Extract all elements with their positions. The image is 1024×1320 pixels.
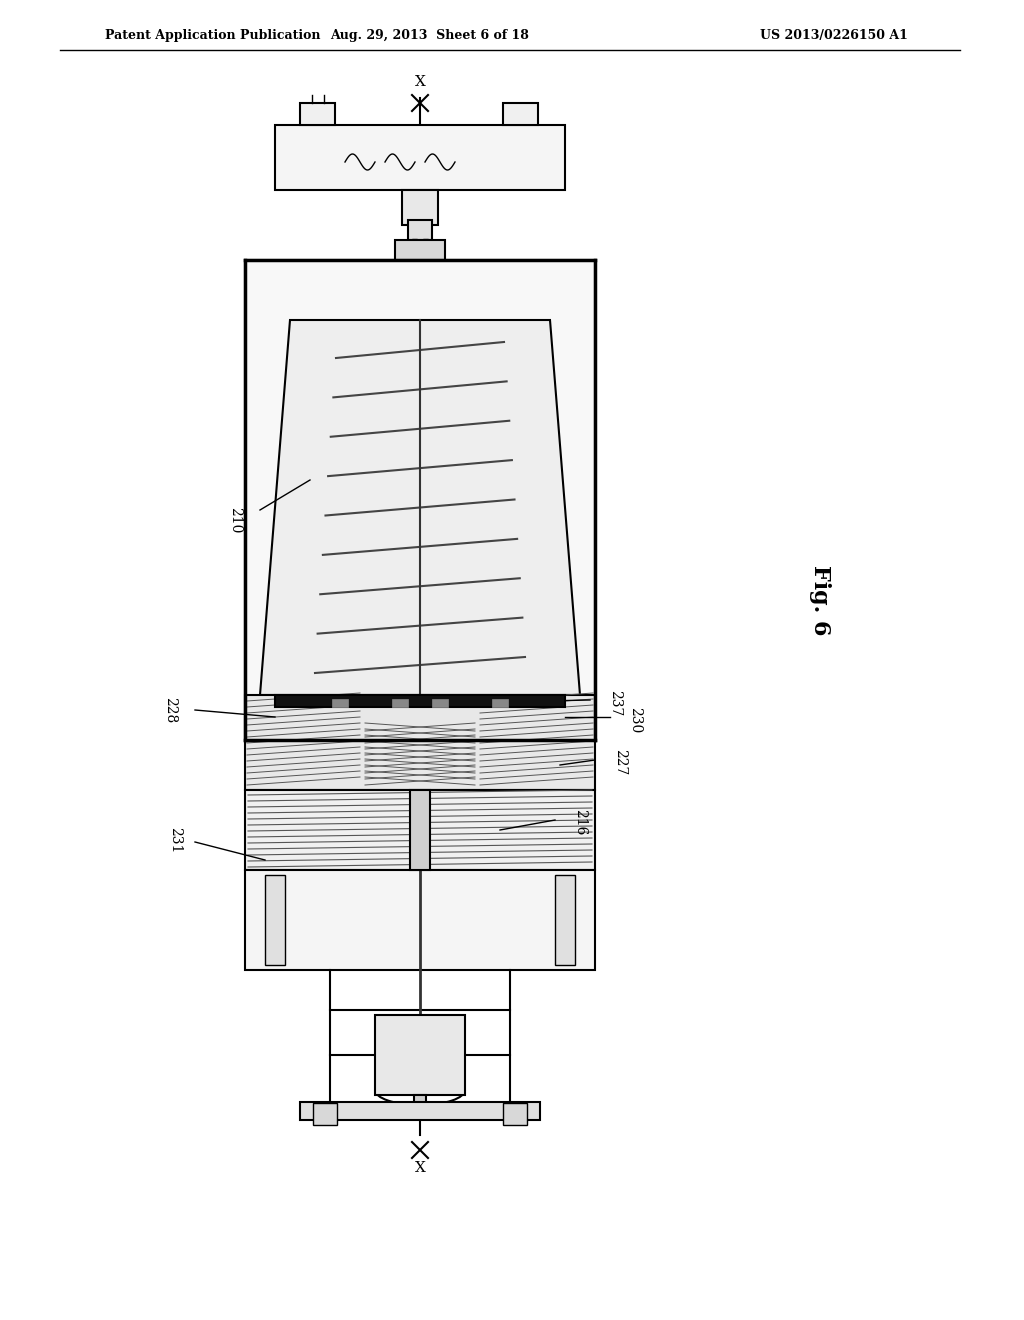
- Text: US 2013/0226150 A1: US 2013/0226150 A1: [760, 29, 908, 41]
- Bar: [395, 240, 445, 260]
- Text: X: X: [415, 1162, 425, 1175]
- Text: 227: 227: [613, 748, 627, 775]
- Bar: [432, 700, 449, 708]
- Text: 210: 210: [228, 507, 242, 533]
- Text: X: X: [415, 75, 425, 88]
- Text: Fig. 6: Fig. 6: [809, 565, 831, 635]
- Bar: [275, 125, 565, 190]
- Bar: [410, 789, 430, 870]
- Bar: [245, 870, 595, 970]
- Polygon shape: [260, 319, 580, 696]
- Bar: [275, 696, 565, 708]
- Bar: [245, 789, 595, 870]
- Text: 228: 228: [163, 697, 177, 723]
- Bar: [408, 220, 432, 240]
- Bar: [375, 1015, 465, 1096]
- Bar: [503, 103, 538, 125]
- Text: 216: 216: [573, 809, 587, 836]
- Bar: [392, 700, 408, 708]
- Text: 230: 230: [628, 708, 642, 733]
- Bar: [412, 239, 417, 247]
- Text: Aug. 29, 2013  Sheet 6 of 18: Aug. 29, 2013 Sheet 6 of 18: [331, 29, 529, 41]
- Bar: [300, 1102, 540, 1119]
- Bar: [555, 875, 575, 965]
- Bar: [492, 700, 508, 708]
- Bar: [414, 1096, 426, 1110]
- Text: 231: 231: [168, 826, 182, 853]
- Bar: [313, 1104, 337, 1125]
- Text: Patent Application Publication: Patent Application Publication: [105, 29, 321, 41]
- Text: 237: 237: [608, 690, 622, 717]
- Bar: [300, 103, 335, 125]
- Bar: [402, 190, 438, 224]
- Bar: [332, 700, 348, 708]
- Bar: [245, 696, 595, 789]
- Bar: [503, 1104, 527, 1125]
- Bar: [245, 260, 595, 741]
- Bar: [423, 239, 428, 247]
- Bar: [265, 875, 285, 965]
